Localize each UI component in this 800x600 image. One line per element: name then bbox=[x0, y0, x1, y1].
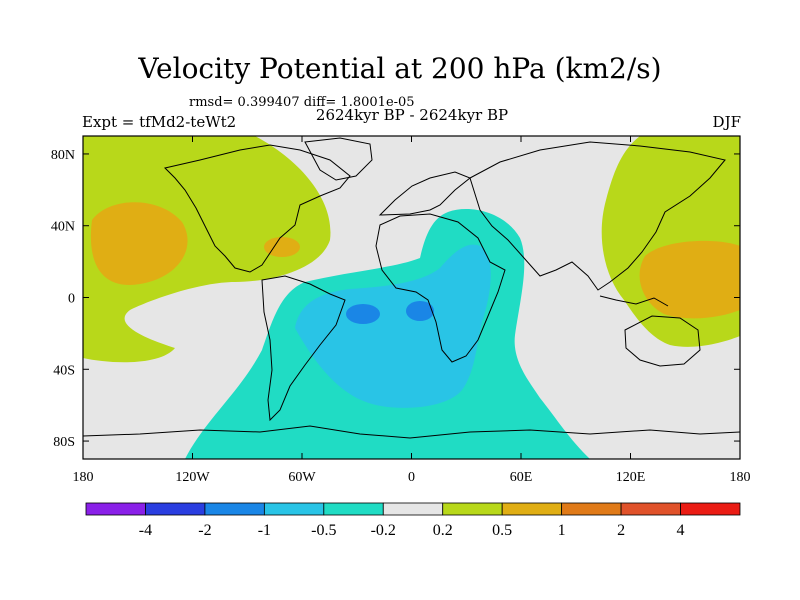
y-tick-label: 40S bbox=[53, 363, 75, 378]
colorbar-label: 2 bbox=[617, 522, 625, 539]
field-positive-west-core bbox=[90, 202, 188, 285]
coast-north-america bbox=[164, 144, 351, 273]
colorbar-swatch bbox=[85, 502, 146, 516]
colorbar-swatch bbox=[323, 502, 384, 516]
colorbar-label: -1 bbox=[258, 522, 271, 539]
y-tick-label: 80N bbox=[51, 148, 75, 163]
colorbar-label: -0.2 bbox=[371, 522, 396, 539]
season-label: DJF bbox=[712, 113, 741, 131]
x-tick-label: 120E bbox=[616, 470, 646, 485]
colorbar-label: -4 bbox=[139, 522, 152, 539]
colorbar-label: -0.5 bbox=[311, 522, 336, 539]
x-tick-label: 60W bbox=[288, 470, 316, 485]
coast-south-america bbox=[261, 275, 346, 422]
colorbar-label: 1 bbox=[558, 522, 566, 539]
stats-text: rmsd= 0.399407 diff= 1.8001e-05 bbox=[189, 95, 415, 110]
coastlines bbox=[83, 137, 740, 439]
y-tick-label: 80S bbox=[53, 435, 75, 450]
coast-greenland bbox=[304, 137, 373, 181]
colorbar-label: 0.5 bbox=[492, 522, 512, 539]
coast-antarctica bbox=[83, 425, 740, 439]
colorbar-label: -2 bbox=[198, 522, 211, 539]
y-tick-label: 40N bbox=[51, 220, 75, 235]
coast-indonesia bbox=[599, 295, 669, 307]
x-tick-label: 180 bbox=[730, 470, 751, 485]
x-tick-label: 60E bbox=[510, 470, 533, 485]
coast-africa bbox=[375, 213, 506, 363]
colorbar-swatch bbox=[620, 502, 681, 516]
map-field bbox=[83, 136, 740, 459]
colorbar-swatch bbox=[145, 502, 206, 516]
x-tick-label: 0 bbox=[408, 470, 415, 485]
y-tick-label: 0 bbox=[68, 292, 75, 307]
field-negative-min-2 bbox=[406, 301, 434, 321]
colorbar-swatch bbox=[263, 502, 325, 516]
colorbar-label: 0.2 bbox=[433, 522, 453, 539]
period-label: 2624kyr BP - 2624kyr BP bbox=[315, 106, 509, 124]
y-axis: 80N 40N 0 40S 80S bbox=[51, 148, 740, 450]
chart-title: Velocity Potential at 200 hPa (km2/s) bbox=[138, 52, 662, 85]
field-negative-min-1 bbox=[346, 304, 380, 324]
colorbar: -4 -2 -1 -0.5 -0.2 0.2 0.5 1 2 4 bbox=[85, 502, 741, 539]
field-positive-west bbox=[83, 136, 331, 363]
field-negative-core bbox=[295, 244, 491, 408]
experiment-label: Expt = tfMd2-teWt2 bbox=[82, 113, 237, 131]
colorbar-swatch bbox=[501, 502, 563, 516]
coast-asia bbox=[469, 141, 726, 291]
field-positive-east-core bbox=[639, 240, 740, 319]
x-tick-label: 120W bbox=[175, 470, 210, 485]
colorbar-swatch bbox=[382, 502, 444, 516]
field-positive-caribbean bbox=[264, 237, 300, 257]
coast-australia bbox=[624, 315, 701, 367]
colorbar-swatch bbox=[204, 502, 265, 516]
colorbar-label: 4 bbox=[677, 522, 685, 539]
colorbar-swatch bbox=[680, 502, 741, 516]
colorbar-swatch bbox=[442, 502, 503, 516]
x-axis: 180 120W 60W 0 60E 120E 180 bbox=[73, 136, 751, 485]
x-tick-label: 180 bbox=[73, 470, 94, 485]
colorbar-swatch bbox=[561, 502, 622, 516]
